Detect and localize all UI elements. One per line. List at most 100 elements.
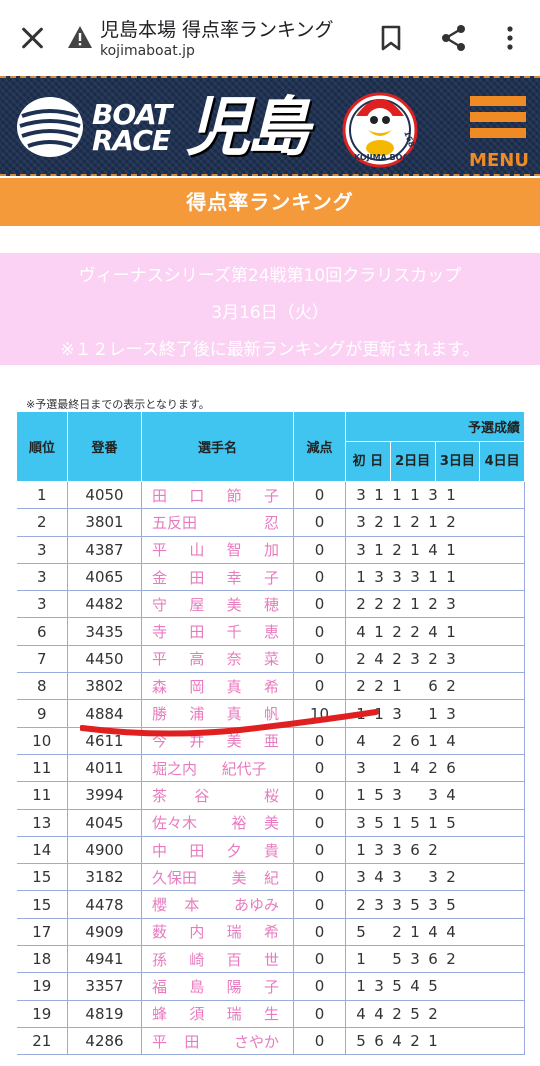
reg-number-cell: 4884 (67, 699, 142, 728)
menu-button[interactable]: MENU (466, 92, 532, 172)
racer-name-part: 櫻 (152, 896, 168, 915)
reg-number-cell: 4286 (67, 1027, 142, 1056)
race-finish (442, 1032, 460, 1050)
racer-name-cell[interactable]: 森岡真希 (141, 672, 294, 701)
rank-cell: 15 (16, 863, 68, 892)
racer-name-cell[interactable]: 蜂須瑞生 (141, 1000, 294, 1028)
racer-name-part: 真 (226, 705, 242, 724)
table-row: 7 4450 平高奈菜 0 2 4 2 3 2 3 (16, 645, 525, 674)
share-icon[interactable] (440, 24, 468, 52)
page-title: 児島本場 得点率ランキング (100, 19, 334, 41)
race-finish: 1 (356, 786, 366, 805)
update-note: ※１２レース終了後に最新ランキングが更新されます。 (60, 340, 480, 360)
racer-name-cell[interactable]: 堀之内 紀代子 (141, 754, 294, 783)
race-finish: 3 (446, 649, 456, 668)
reg-number-cell: 3357 (67, 972, 142, 1001)
warning-icon[interactable] (67, 25, 93, 49)
race-finish (406, 868, 424, 886)
page-url[interactable]: kojimaboat.jp (100, 43, 195, 59)
racer-name-cell[interactable]: 櫻本 あゆみ (141, 890, 294, 919)
close-icon[interactable] (18, 24, 46, 52)
race-finish: 6 (428, 677, 438, 696)
race-finish: 3 (392, 704, 402, 723)
race-finish: 4 (446, 731, 456, 750)
racer-name-part: 中 (152, 841, 168, 860)
racer-name-part: 今 (152, 732, 168, 751)
racer-name-cell[interactable]: 薮内瑞希 (141, 918, 294, 947)
racer-name-cell[interactable]: 金田幸子 (141, 563, 294, 592)
racer-name-cell[interactable]: 孫崎百世 (141, 945, 294, 974)
table-row: 14 4900 中田夕貴 0 1 3 3 6 2 (16, 836, 525, 865)
table-row: 3 4482 守屋美穂 0 2 2 2 1 2 3 (16, 590, 525, 619)
racer-name-cell[interactable]: 平田 さやか (141, 1027, 294, 1056)
racer-name-cell[interactable]: 平高奈菜 (141, 645, 294, 674)
racer-name-part: 希 (263, 677, 279, 696)
racer-name-part: 平 (152, 650, 168, 669)
racer-name-part: 須 (189, 1005, 205, 1024)
racer-name-cell[interactable]: 勝浦真帆 (141, 699, 294, 728)
racer-name-cell[interactable]: 中田夕貴 (141, 836, 294, 865)
svg-text:KOJIMA BOAT: KOJIMA BOAT (354, 153, 414, 162)
race-finish: 4 (446, 786, 456, 805)
racer-name-cell[interactable]: 久保田 美紀 (141, 863, 294, 892)
racer-name-part: 口 (189, 486, 205, 505)
race-finish: 1 (356, 568, 366, 587)
race-finish: 1 (428, 513, 438, 532)
race-finish (406, 705, 424, 723)
racer-name-cell[interactable]: 寺田千恵 (141, 617, 294, 646)
penalty-cell: 0 (293, 1000, 346, 1028)
mascot-icon: KOJIMA BOAT 168 (342, 92, 418, 168)
rank-cell: 3 (16, 590, 68, 619)
race-finish (406, 677, 424, 695)
rank-cell: 11 (16, 781, 68, 810)
race-finish: 3 (356, 759, 366, 778)
racer-name-cell[interactable]: 守屋美穂 (141, 590, 294, 619)
race-finish: 6 (410, 731, 420, 750)
race-finish: 2 (374, 595, 384, 614)
race-finish: 4 (428, 540, 438, 559)
rank-cell: 7 (16, 645, 68, 674)
reg-number-cell: 3435 (67, 617, 142, 646)
more-options-icon[interactable] (500, 24, 520, 52)
race-finish: 2 (410, 622, 420, 641)
site-name-logo: 児島 (186, 91, 310, 165)
racer-name-part: 奈 (226, 650, 242, 669)
reg-number-cell: 4065 (67, 563, 142, 592)
rank-cell: 11 (16, 754, 68, 783)
racer-name-part: 金 (152, 568, 168, 587)
race-finish: 2 (410, 1032, 420, 1051)
race-finish: 2 (446, 513, 456, 532)
bookmark-icon[interactable] (378, 24, 404, 52)
racer-name-cell[interactable]: 今井美亜 (141, 727, 294, 755)
racer-name-cell[interactable]: 佐々木 裕美 (141, 809, 294, 837)
race-finish: 6 (428, 950, 438, 969)
racer-name-part: 堀之内 (152, 759, 198, 778)
racer-name-cell[interactable]: 福島陽子 (141, 972, 294, 1001)
race-finish: 1 (356, 841, 366, 859)
race-finish: 4 (428, 622, 438, 641)
penalty-cell: 0 (293, 481, 346, 510)
racer-name-part: 百 (226, 950, 242, 969)
racer-name-part: 山 (189, 541, 205, 560)
race-finish: 1 (392, 486, 402, 505)
racer-name-cell[interactable]: 田口節子 (141, 481, 294, 510)
race-finish: 3 (392, 568, 402, 587)
racer-name-cell[interactable]: 五反田 忍 (141, 508, 294, 537)
boat-race-logo-icon[interactable] (16, 96, 84, 158)
racer-name-cell[interactable]: 茶谷桜 (141, 781, 294, 810)
penalty-cell: 0 (293, 972, 346, 1001)
rank-cell: 10 (16, 727, 68, 755)
penalty-cell: 0 (293, 945, 346, 974)
racer-name-part: 世 (263, 950, 279, 969)
table-row: 15 3182 久保田美紀 0 3 4 3 3 2 (16, 863, 525, 892)
race-finish: 2 (356, 895, 366, 914)
table-row: 2 3801 五反田忍 0 3 2 1 2 1 2 (16, 508, 525, 537)
header-prelim: 予選成績 (345, 411, 525, 442)
racer-name-cell[interactable]: 平山智加 (141, 536, 294, 564)
race-finish: 3 (428, 868, 438, 887)
race-finish: 3 (428, 895, 438, 914)
